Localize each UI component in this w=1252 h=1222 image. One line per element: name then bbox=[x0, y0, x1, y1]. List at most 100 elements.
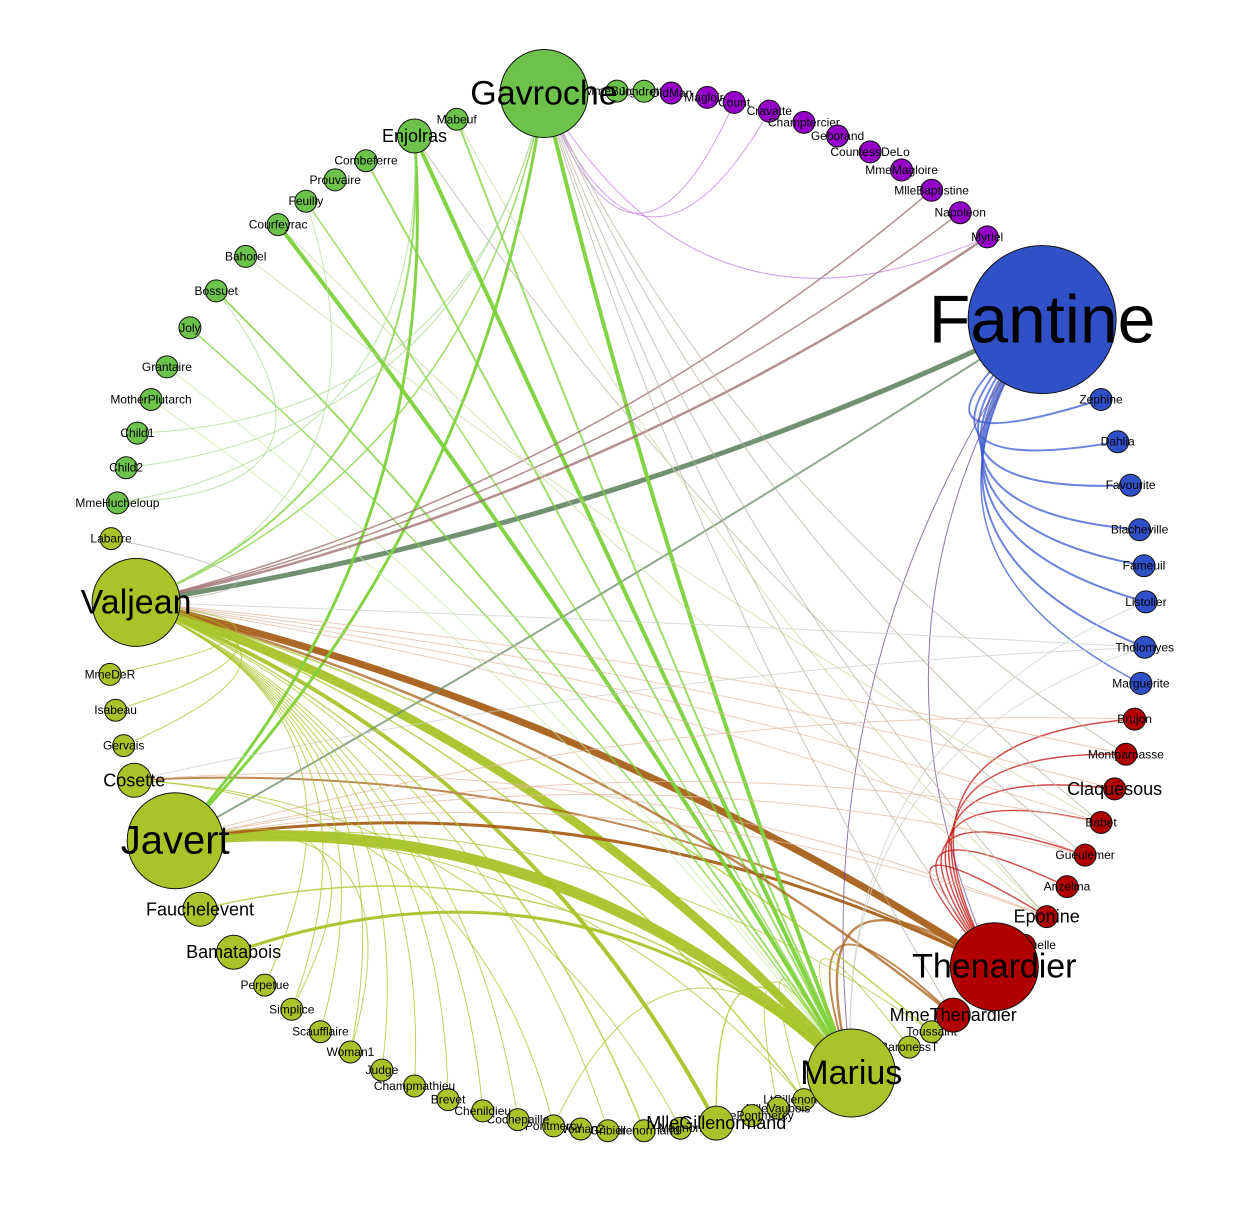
node-circle[interactable] bbox=[91, 557, 181, 647]
node-gribier[interactable]: Gribier bbox=[590, 1119, 626, 1143]
node-bahorel[interactable]: Bahorel bbox=[225, 244, 266, 268]
node-circle[interactable] bbox=[858, 140, 882, 164]
node-mabeuf[interactable]: Mabeuf bbox=[437, 107, 478, 131]
node-circle[interactable] bbox=[722, 90, 746, 114]
node-circle[interactable] bbox=[1114, 742, 1138, 766]
node-listolier[interactable]: Listolier bbox=[1125, 590, 1167, 614]
node-courfeyrac[interactable]: Courfeyrac bbox=[249, 213, 308, 237]
node-labarre[interactable]: Labarre bbox=[90, 527, 132, 551]
node-circle[interactable] bbox=[104, 698, 128, 722]
node-mllemagloire[interactable]: Magloire bbox=[684, 85, 731, 109]
node-circle[interactable] bbox=[308, 1020, 332, 1044]
node-circle[interactable] bbox=[1132, 554, 1156, 578]
node-circle[interactable] bbox=[397, 118, 432, 154]
node-circle[interactable] bbox=[234, 244, 258, 268]
node-circle[interactable] bbox=[445, 107, 469, 131]
node-circle[interactable] bbox=[266, 213, 290, 237]
node-favourite[interactable]: Favourite bbox=[1106, 473, 1156, 497]
node-circle[interactable] bbox=[126, 792, 224, 890]
node-circle[interactable] bbox=[1089, 388, 1113, 411]
node-simplice[interactable]: Simplice bbox=[269, 997, 315, 1021]
node-circle[interactable] bbox=[890, 158, 914, 182]
node-mmehucheloup[interactable]: MmeHucheloup bbox=[75, 491, 160, 515]
node-cochepaille[interactable]: Cochepaille bbox=[487, 1108, 550, 1132]
node-thenardier[interactable]: Thenardier bbox=[912, 922, 1077, 1012]
node-circle[interactable] bbox=[596, 1119, 620, 1143]
node-marius[interactable]: Marius bbox=[800, 1028, 902, 1118]
node-circle[interactable] bbox=[1055, 875, 1079, 899]
node-gillenormand[interactable]: Gillenormand bbox=[608, 1119, 680, 1143]
node-geborand[interactable]: Geborand bbox=[811, 124, 864, 148]
node-gueulemer[interactable]: Gueulemer bbox=[1055, 843, 1115, 867]
node-circle[interactable] bbox=[294, 189, 318, 213]
node-circle[interactable] bbox=[105, 491, 129, 515]
node-circle[interactable] bbox=[471, 1099, 495, 1123]
node-mllebaptistine[interactable]: MlleBaptistine bbox=[894, 178, 969, 202]
node-joly[interactable]: Joly bbox=[178, 316, 202, 340]
node-circle[interactable] bbox=[182, 891, 218, 927]
node-scaufflaire2[interactable]: Woman2 bbox=[557, 1117, 605, 1141]
node-prouvaire[interactable]: Prouvaire bbox=[310, 168, 362, 192]
node-circle[interactable] bbox=[632, 79, 656, 103]
node-circle[interactable] bbox=[499, 49, 589, 138]
node-woman1[interactable]: Woman1 bbox=[326, 1040, 375, 1064]
node-claquesous[interactable]: Claquesous bbox=[1067, 777, 1162, 801]
node-circle[interactable] bbox=[99, 527, 123, 551]
node-bossuet[interactable]: Bossuet bbox=[195, 279, 239, 303]
node-mmepontmercy[interactable]: MmePontmercy bbox=[710, 1104, 794, 1128]
node-eponine[interactable]: Eponine bbox=[1014, 905, 1080, 929]
node-circle[interactable] bbox=[1073, 843, 1097, 867]
node-circle[interactable] bbox=[792, 1088, 816, 1112]
node-circle[interactable] bbox=[897, 1035, 921, 1059]
node-magnon[interactable]: Magnon bbox=[659, 1116, 702, 1140]
node-circle[interactable] bbox=[967, 245, 1117, 395]
node-gavroche[interactable]: Gavroche bbox=[470, 49, 618, 138]
node-dahlia[interactable]: Dahlia bbox=[1101, 430, 1135, 454]
node-champtercier[interactable]: Champtercier bbox=[768, 110, 840, 134]
node-chenildieu[interactable]: Chenildieu bbox=[454, 1099, 511, 1123]
node-brevet[interactable]: Brevet bbox=[431, 1088, 466, 1112]
node-circle[interactable] bbox=[668, 1116, 692, 1140]
node-cosette[interactable]: Cosette bbox=[103, 762, 165, 798]
node-circle[interactable] bbox=[695, 85, 719, 109]
node-gervais[interactable]: Gervais bbox=[103, 734, 144, 758]
node-circle[interactable] bbox=[112, 734, 136, 758]
node-circle[interactable] bbox=[806, 1028, 896, 1118]
node-circle[interactable] bbox=[605, 79, 629, 103]
node-champmathieu[interactable]: Champmathieu bbox=[374, 1074, 455, 1098]
node-mllegillenormand[interactable]: MlleGillenormand bbox=[646, 1105, 786, 1141]
node-circle[interactable] bbox=[766, 1096, 790, 1120]
node-circle[interactable] bbox=[975, 225, 999, 249]
node-circle[interactable] bbox=[569, 1117, 593, 1141]
node-circle[interactable] bbox=[114, 456, 138, 480]
node-circle[interactable] bbox=[139, 388, 163, 411]
node-circle[interactable] bbox=[253, 973, 277, 997]
node-grantaire[interactable]: Grantaire bbox=[142, 355, 192, 379]
node-mllevaubois[interactable]: MlleVaubois bbox=[746, 1096, 810, 1120]
node-anzelma[interactable]: Anzelma bbox=[1044, 875, 1091, 899]
node-circle[interactable] bbox=[280, 997, 304, 1021]
node-circle[interactable] bbox=[323, 168, 347, 192]
node-perpetue[interactable]: Perpetue bbox=[240, 973, 289, 997]
node-circle[interactable] bbox=[542, 1114, 566, 1138]
node-circle[interactable] bbox=[436, 1088, 460, 1112]
node-tholomyes[interactable]: Tholomyes bbox=[1115, 635, 1174, 659]
node-circle[interactable] bbox=[826, 124, 849, 148]
node-circle[interactable] bbox=[1134, 590, 1158, 614]
node-circle[interactable] bbox=[125, 421, 149, 445]
node-circle[interactable] bbox=[920, 178, 944, 202]
node-count[interactable]: Count bbox=[718, 90, 751, 114]
node-judge[interactable]: Judge bbox=[366, 1058, 399, 1082]
node-circle[interactable] bbox=[757, 99, 781, 123]
node-valjean[interactable]: Valjean bbox=[81, 557, 192, 647]
node-napoleon[interactable]: Napoleon bbox=[935, 201, 986, 225]
node-mmemagloire[interactable]: MmeMagloire bbox=[865, 158, 938, 182]
node-mmeder[interactable]: MmeDeR bbox=[85, 662, 136, 686]
node-circle[interactable] bbox=[1106, 430, 1130, 454]
node-circle[interactable] bbox=[403, 1074, 426, 1098]
node-circle[interactable] bbox=[1128, 518, 1152, 542]
node-isabeau[interactable]: Isabeau bbox=[94, 698, 137, 722]
node-zephine[interactable]: Zephine bbox=[1079, 388, 1123, 411]
node-circle[interactable] bbox=[1103, 777, 1127, 801]
node-fantine[interactable]: Fantine bbox=[929, 245, 1156, 395]
